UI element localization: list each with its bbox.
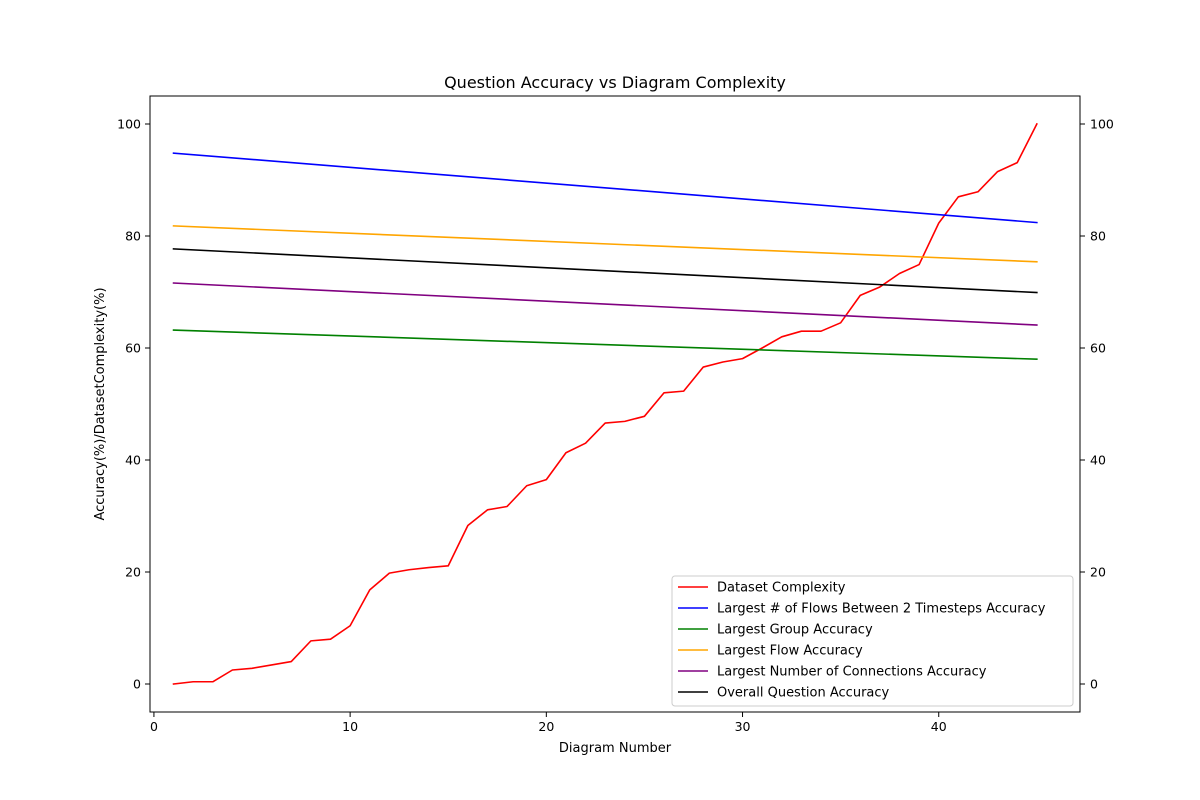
x-tick-label: 40	[931, 719, 947, 734]
secondary-y-tick-label: 40	[1090, 453, 1106, 468]
secondary-y-tick-label: 100	[1090, 117, 1114, 132]
legend-label: Dataset Complexity	[717, 581, 846, 596]
x-tick-label: 20	[538, 719, 554, 734]
series-line-2	[172, 152, 1038, 224]
y-tick-label: 80	[125, 229, 141, 244]
y-tick-label: 0	[133, 677, 141, 692]
y-axis-label: Accuracy(%)/DatasetComplexity(%)	[93, 287, 108, 520]
series-line-3	[172, 329, 1038, 361]
x-tick-label: 30	[735, 719, 751, 734]
series-layer	[172, 122, 1038, 685]
legend-label: Largest # of Flows Between 2 Timesteps A…	[717, 602, 1046, 617]
secondary-y-tick-label: 20	[1090, 565, 1106, 580]
secondary-y-tick-label: 0	[1090, 677, 1098, 692]
y-tick-label: 100	[117, 117, 141, 132]
legend-entries: Dataset Complexity Largest # of Flows Bet…	[678, 581, 1046, 701]
legend-label: Largest Number of Connections Accuracy	[717, 665, 987, 680]
x-axis: 0 10 20 30 40	[150, 712, 947, 734]
secondary-y-axis: 0 20 40 60 80 100	[1080, 117, 1114, 692]
legend-label: Largest Flow Accuracy	[717, 644, 863, 659]
y-tick-label: 20	[125, 565, 141, 580]
y-axis: 0 20 40 60 80 100	[117, 117, 150, 692]
x-tick-label: 0	[150, 719, 158, 734]
secondary-y-tick-label: 60	[1090, 341, 1106, 356]
secondary-y-tick-label: 80	[1090, 229, 1106, 244]
plot-area	[149, 95, 1081, 713]
x-axis-label: Diagram Number	[559, 741, 672, 756]
legend-label: Largest Group Accuracy	[717, 623, 873, 638]
series-line-6	[172, 248, 1038, 294]
chart-title: Question Accuracy vs Diagram Complexity	[444, 73, 786, 92]
y-tick-label: 40	[125, 453, 141, 468]
series-line-5	[172, 282, 1038, 326]
series-line-4	[172, 225, 1038, 263]
plot-frame	[149, 95, 1081, 713]
series-line-1	[172, 122, 1038, 685]
legend-box	[671, 575, 1074, 707]
legend-label: Overall Question Accuracy	[717, 686, 890, 701]
legend: Dataset Complexity Largest # of Flows Bet…	[671, 575, 1074, 707]
x-tick-label: 10	[342, 719, 358, 734]
y-tick-label: 60	[125, 341, 141, 356]
